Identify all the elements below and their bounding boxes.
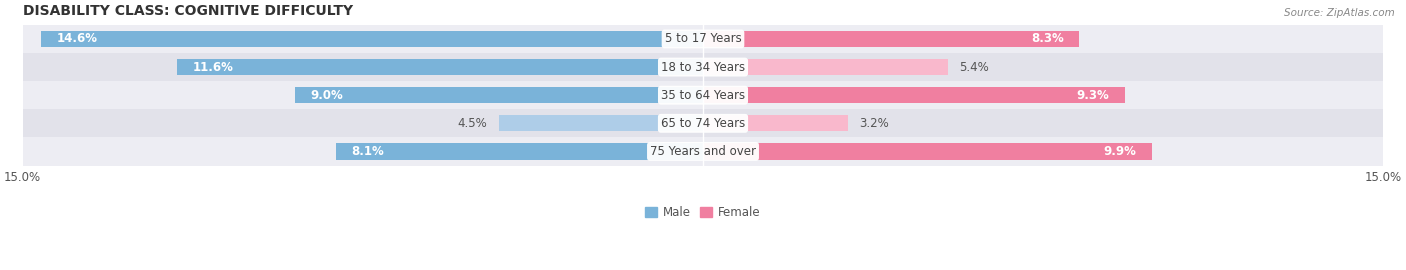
Text: 18 to 34 Years: 18 to 34 Years	[661, 60, 745, 74]
Text: 9.3%: 9.3%	[1076, 89, 1109, 102]
Bar	[336, 143, 703, 160]
Text: 14.6%: 14.6%	[56, 32, 98, 45]
Bar	[703, 115, 848, 131]
Bar	[22, 81, 1384, 109]
Bar	[703, 143, 1152, 160]
Text: 9.9%: 9.9%	[1104, 145, 1136, 158]
Legend: Male, Female: Male, Female	[645, 206, 761, 219]
Bar	[703, 87, 1125, 103]
Bar	[22, 53, 1384, 81]
Text: 5.4%: 5.4%	[959, 60, 988, 74]
Bar	[22, 137, 1384, 166]
Text: DISABILITY CLASS: COGNITIVE DIFFICULTY: DISABILITY CLASS: COGNITIVE DIFFICULTY	[22, 4, 353, 18]
Text: 8.3%: 8.3%	[1031, 32, 1063, 45]
Bar	[22, 109, 1384, 137]
Bar	[22, 25, 1384, 53]
Bar	[177, 59, 703, 75]
Text: 35 to 64 Years: 35 to 64 Years	[661, 89, 745, 102]
Text: 75 Years and over: 75 Years and over	[650, 145, 756, 158]
Bar	[41, 31, 703, 47]
Text: 65 to 74 Years: 65 to 74 Years	[661, 117, 745, 130]
Text: 8.1%: 8.1%	[352, 145, 384, 158]
Text: 9.0%: 9.0%	[311, 89, 343, 102]
Text: 11.6%: 11.6%	[193, 60, 233, 74]
Text: Source: ZipAtlas.com: Source: ZipAtlas.com	[1284, 8, 1395, 18]
Bar	[703, 31, 1080, 47]
Bar	[295, 87, 703, 103]
Text: 3.2%: 3.2%	[859, 117, 889, 130]
Text: 5 to 17 Years: 5 to 17 Years	[665, 32, 741, 45]
Text: 4.5%: 4.5%	[458, 117, 488, 130]
Bar	[703, 59, 948, 75]
Bar	[499, 115, 703, 131]
